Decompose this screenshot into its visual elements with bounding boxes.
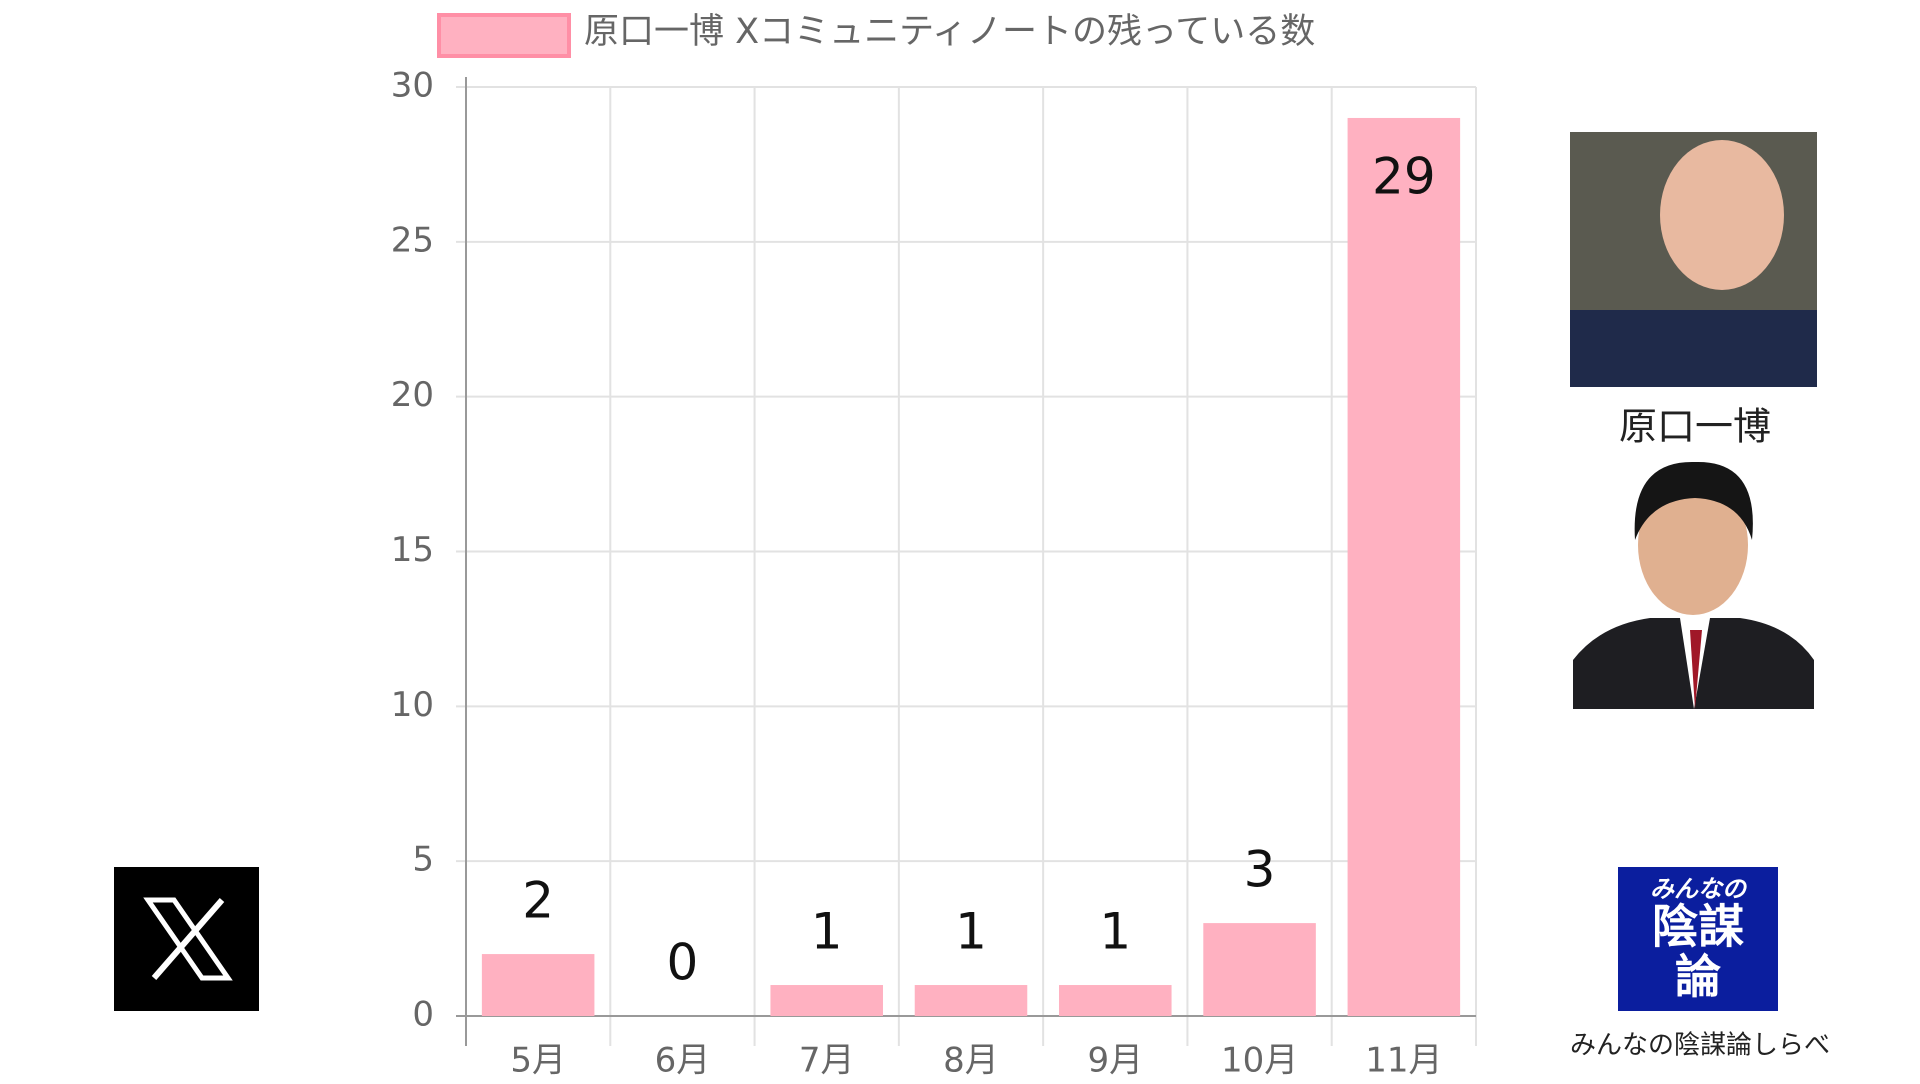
x-tick-label: 10月 bbox=[1221, 1041, 1298, 1081]
data-label: 29 bbox=[1372, 147, 1436, 205]
y-tick-label: 25 bbox=[391, 220, 434, 260]
y-tick-label: 10 bbox=[391, 685, 434, 725]
x-tick-label: 7月 bbox=[799, 1041, 855, 1081]
x-tick-label: 5月 bbox=[510, 1041, 566, 1081]
bar bbox=[1347, 117, 1461, 1016]
data-label: 1 bbox=[955, 903, 987, 961]
x-logo bbox=[114, 867, 259, 1011]
bar bbox=[770, 985, 883, 1016]
legend-label: 原口一博 Xコミュニティノートの残っている数 bbox=[584, 12, 1315, 52]
x-tick-label: 6月 bbox=[655, 1041, 711, 1081]
data-label: 2 bbox=[522, 872, 554, 930]
plot: 0 5 10 15 20 25 30 5月 2 6月 0 7月 1 8月 1 9月 1 10月 3 11月 29 bbox=[391, 66, 1477, 1081]
photo-caption: 原口一博 bbox=[1619, 405, 1771, 449]
legend-swatch bbox=[437, 13, 571, 58]
data-label: 1 bbox=[811, 903, 843, 961]
logo-line: みんなの bbox=[1650, 875, 1748, 903]
logo-line: 論 bbox=[1675, 950, 1721, 1004]
site-name: みんなの陰謀論しらべ bbox=[1570, 1031, 1830, 1061]
axis bbox=[456, 77, 1476, 1046]
bar bbox=[481, 954, 595, 1016]
photo-1 bbox=[1570, 132, 1817, 387]
data-label: 0 bbox=[667, 934, 699, 992]
x-tick-label: 11月 bbox=[1365, 1041, 1442, 1081]
y-tick-label: 15 bbox=[391, 530, 434, 570]
data-label: 1 bbox=[1099, 903, 1131, 961]
data-label: 3 bbox=[1244, 841, 1276, 899]
bar bbox=[914, 985, 1028, 1016]
y-tick-label: 0 bbox=[412, 995, 434, 1035]
y-tick-label: 20 bbox=[391, 375, 434, 415]
y-tick-label: 5 bbox=[412, 840, 434, 880]
bar bbox=[1203, 923, 1316, 1016]
logo-line: 陰謀 bbox=[1652, 900, 1744, 954]
x-tick-label: 8月 bbox=[943, 1041, 999, 1081]
photo-2 bbox=[1573, 461, 1814, 709]
site-logo: みんなの 陰謀 論 bbox=[1618, 867, 1778, 1011]
bar bbox=[1059, 985, 1172, 1016]
x-tick-label: 9月 bbox=[1087, 1041, 1143, 1081]
y-tick-label: 30 bbox=[391, 66, 434, 106]
